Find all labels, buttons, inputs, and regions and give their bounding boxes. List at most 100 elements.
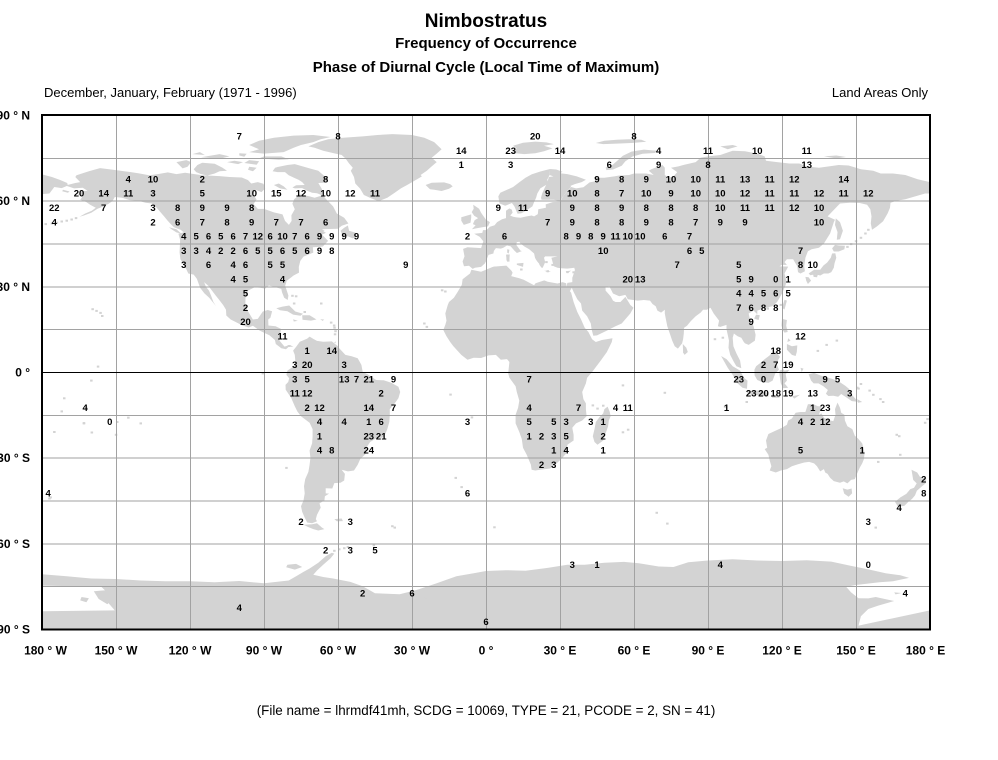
svg-text:23: 23	[505, 146, 516, 157]
svg-text:8: 8	[668, 217, 673, 228]
svg-text:2: 2	[218, 246, 223, 257]
svg-text:90 ° N: 90 ° N	[0, 109, 30, 123]
svg-text:11: 11	[370, 189, 381, 200]
svg-text:12: 12	[795, 332, 806, 343]
svg-text:5: 5	[268, 260, 274, 271]
svg-text:3: 3	[292, 374, 297, 385]
svg-text:9: 9	[200, 203, 205, 214]
svg-text:11: 11	[290, 389, 301, 400]
svg-text:21: 21	[376, 431, 387, 442]
svg-text:2: 2	[360, 589, 365, 600]
svg-text:6: 6	[502, 232, 507, 243]
svg-text:6: 6	[749, 303, 754, 314]
svg-text:1: 1	[724, 403, 730, 414]
svg-text:8: 8	[921, 489, 926, 500]
svg-text:12: 12	[814, 189, 825, 200]
svg-text:8: 8	[594, 189, 599, 200]
svg-text:7: 7	[292, 232, 297, 243]
svg-text:9: 9	[570, 217, 575, 228]
svg-text:13: 13	[339, 374, 350, 385]
svg-text:6: 6	[280, 246, 285, 257]
svg-text:1: 1	[594, 560, 600, 571]
svg-text:5: 5	[527, 417, 533, 428]
svg-text:3: 3	[150, 189, 155, 200]
svg-text:4: 4	[317, 446, 323, 457]
svg-text:8: 8	[335, 132, 340, 143]
svg-text:6: 6	[662, 232, 667, 243]
svg-text:90 ° W: 90 ° W	[246, 644, 283, 658]
svg-text:3: 3	[348, 517, 353, 528]
svg-text:90 ° S: 90 ° S	[0, 623, 30, 637]
svg-text:90 ° E: 90 ° E	[692, 644, 725, 658]
svg-text:6: 6	[607, 160, 612, 171]
svg-text:6: 6	[206, 232, 211, 243]
svg-text:5: 5	[835, 374, 841, 385]
svg-text:4: 4	[749, 289, 755, 300]
svg-text:8: 8	[594, 203, 599, 214]
svg-text:5: 5	[798, 446, 804, 457]
svg-text:20: 20	[758, 389, 769, 400]
svg-text:14: 14	[555, 146, 566, 157]
svg-text:8: 8	[705, 160, 710, 171]
svg-text:60 ° N: 60 ° N	[0, 194, 30, 208]
svg-text:10: 10	[246, 189, 257, 200]
svg-text:9: 9	[403, 260, 408, 271]
svg-text:4: 4	[206, 246, 212, 257]
svg-text:2: 2	[231, 246, 236, 257]
svg-text:6: 6	[231, 232, 236, 243]
svg-text:6: 6	[243, 246, 248, 257]
svg-text:8: 8	[329, 446, 334, 457]
svg-text:10: 10	[598, 246, 609, 257]
svg-text:10: 10	[690, 174, 701, 185]
svg-text:19: 19	[783, 389, 794, 400]
svg-text:9: 9	[668, 189, 673, 200]
svg-text:4: 4	[342, 417, 348, 428]
svg-text:10: 10	[808, 260, 819, 271]
svg-text:12: 12	[789, 174, 800, 185]
svg-text:5: 5	[280, 260, 286, 271]
svg-text:20: 20	[74, 189, 85, 200]
svg-text:8: 8	[619, 217, 624, 228]
svg-text:12: 12	[253, 232, 264, 243]
svg-text:13: 13	[801, 160, 812, 171]
svg-text:10: 10	[635, 232, 646, 243]
svg-text:10: 10	[715, 189, 726, 200]
svg-text:2: 2	[243, 303, 248, 314]
svg-text:4: 4	[83, 403, 89, 414]
svg-text:7: 7	[545, 217, 550, 228]
svg-text:30 ° N: 30 ° N	[0, 280, 30, 294]
svg-text:9: 9	[224, 203, 229, 214]
svg-text:5: 5	[372, 546, 378, 557]
svg-text:6: 6	[465, 489, 470, 500]
svg-text:10: 10	[666, 174, 677, 185]
svg-text:4: 4	[897, 503, 903, 514]
svg-text:60 ° S: 60 ° S	[0, 537, 30, 551]
svg-text:9: 9	[545, 189, 550, 200]
svg-text:9: 9	[391, 374, 396, 385]
svg-text:2: 2	[761, 360, 766, 371]
svg-text:4: 4	[656, 146, 662, 157]
svg-text:8: 8	[761, 303, 766, 314]
svg-text:7: 7	[576, 403, 581, 414]
svg-text:12: 12	[296, 189, 307, 200]
svg-text:7: 7	[200, 217, 205, 228]
svg-text:3: 3	[866, 517, 871, 528]
svg-text:4: 4	[126, 174, 132, 185]
svg-text:6: 6	[206, 260, 211, 271]
svg-text:5: 5	[200, 189, 206, 200]
svg-text:10: 10	[320, 189, 331, 200]
svg-text:7: 7	[527, 374, 532, 385]
svg-text:14: 14	[98, 189, 109, 200]
svg-text:2: 2	[200, 174, 205, 185]
svg-text:2: 2	[305, 403, 310, 414]
svg-text:24: 24	[364, 446, 375, 457]
svg-text:12: 12	[314, 403, 325, 414]
svg-text:14: 14	[364, 403, 375, 414]
svg-text:11: 11	[740, 203, 751, 214]
svg-text:10: 10	[752, 146, 763, 157]
svg-text:7: 7	[391, 403, 396, 414]
svg-text:2: 2	[379, 389, 384, 400]
svg-text:9: 9	[601, 232, 606, 243]
svg-text:7: 7	[243, 232, 248, 243]
svg-text:4: 4	[317, 417, 323, 428]
